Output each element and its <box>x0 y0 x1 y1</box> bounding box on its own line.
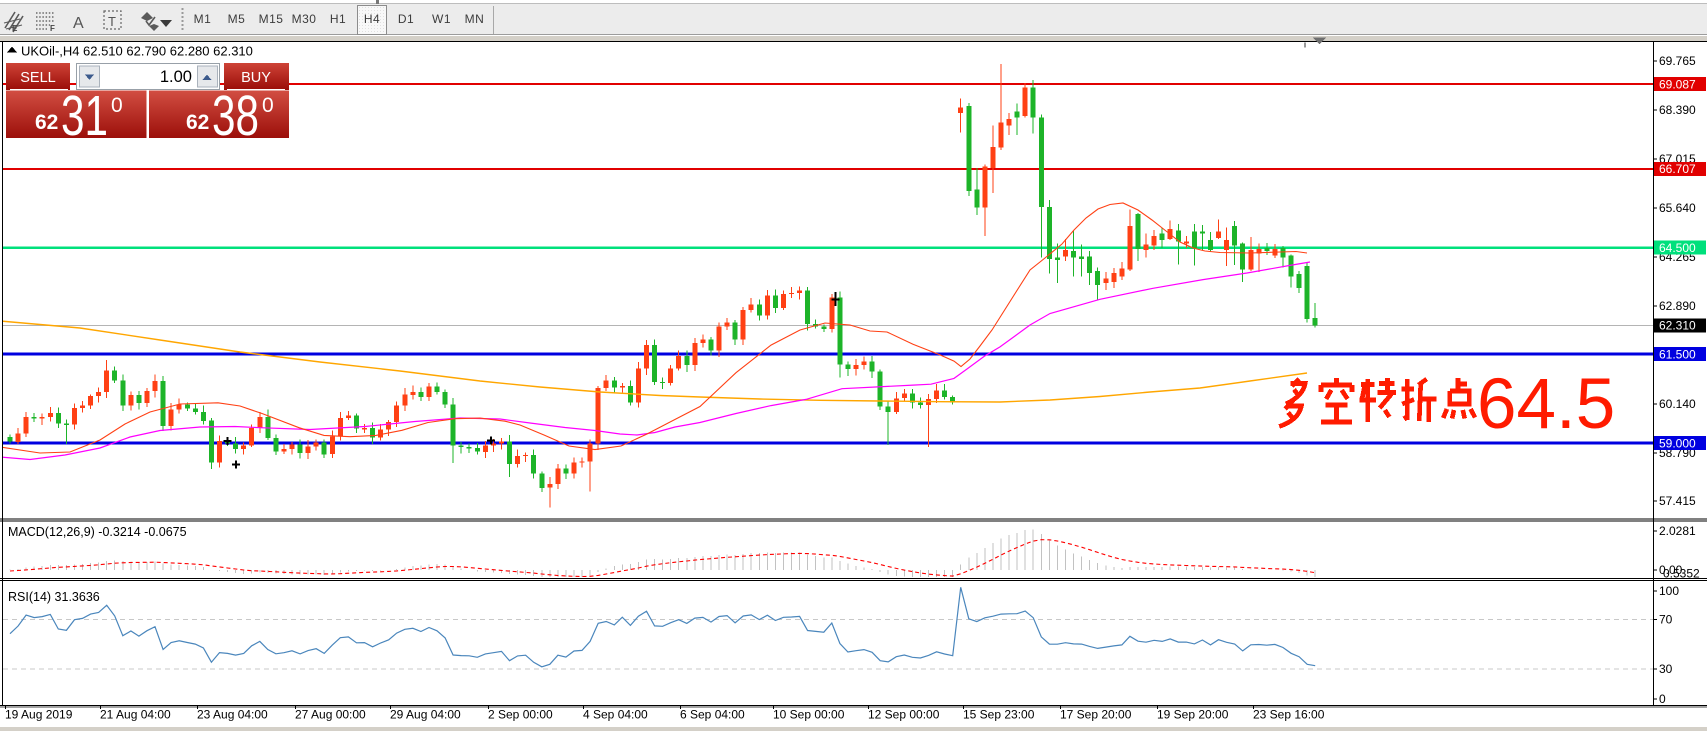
svg-text:BUY: BUY <box>241 70 271 86</box>
svg-text:30: 30 <box>1659 662 1673 676</box>
svg-text:61.500: 61.500 <box>1659 347 1696 361</box>
svg-text:T: T <box>108 14 116 29</box>
svg-text:29 Aug 04:00: 29 Aug 04:00 <box>390 708 461 722</box>
svg-text:12 Sep 00:00: 12 Sep 00:00 <box>868 708 940 722</box>
svg-text:19 Sep 20:00: 19 Sep 20:00 <box>1157 708 1229 722</box>
svg-text:4 Sep 04:00: 4 Sep 04:00 <box>583 708 648 722</box>
svg-text:70: 70 <box>1659 613 1673 627</box>
svg-text:62: 62 <box>35 111 58 134</box>
svg-text:23 Aug 04:00: 23 Aug 04:00 <box>197 708 268 722</box>
svg-text:0: 0 <box>262 94 274 117</box>
svg-text:0: 0 <box>1659 692 1666 706</box>
svg-text:64.5: 64.5 <box>1477 365 1615 444</box>
svg-text:15 Sep 23:00: 15 Sep 23:00 <box>963 708 1035 722</box>
svg-text:0.00: 0.00 <box>1659 563 1683 577</box>
svg-text:62.890: 62.890 <box>1659 299 1696 313</box>
svg-text:A: A <box>73 15 84 32</box>
svg-text:60.140: 60.140 <box>1659 397 1696 411</box>
svg-text:19 Aug 2019: 19 Aug 2019 <box>5 708 73 722</box>
svg-text:1.00: 1.00 <box>160 68 192 86</box>
svg-text:10 Sep 00:00: 10 Sep 00:00 <box>773 708 845 722</box>
svg-text:6 Sep 04:00: 6 Sep 04:00 <box>680 708 745 722</box>
svg-text:64.500: 64.500 <box>1659 241 1696 255</box>
svg-text:38: 38 <box>212 84 259 148</box>
svg-text:17 Sep 20:00: 17 Sep 20:00 <box>1060 708 1132 722</box>
svg-text:0: 0 <box>111 94 123 117</box>
svg-text:F: F <box>50 24 55 33</box>
svg-text:65.640: 65.640 <box>1659 201 1696 215</box>
svg-text:62.510 62.790 62.280 62.310: 62.510 62.790 62.280 62.310 <box>83 44 253 59</box>
svg-text:E: E <box>12 24 18 33</box>
svg-text:66.707: 66.707 <box>1659 162 1696 176</box>
svg-text:57.415: 57.415 <box>1659 494 1696 508</box>
svg-text:100: 100 <box>1659 584 1679 598</box>
svg-text:27 Aug 00:00: 27 Aug 00:00 <box>295 708 366 722</box>
svg-text:MACD(12,26,9) -0.3214 -0.0675: MACD(12,26,9) -0.3214 -0.0675 <box>8 525 187 539</box>
svg-text:62: 62 <box>186 111 209 134</box>
svg-text:62.310: 62.310 <box>1659 319 1696 333</box>
svg-text:68.390: 68.390 <box>1659 103 1696 117</box>
svg-text:2 Sep 00:00: 2 Sep 00:00 <box>488 708 553 722</box>
svg-text:23 Sep 16:00: 23 Sep 16:00 <box>1253 708 1325 722</box>
svg-text:2.0281: 2.0281 <box>1659 524 1696 538</box>
svg-text:0.5352: 0.5352 <box>1663 567 1700 581</box>
svg-text:69.087: 69.087 <box>1659 77 1696 91</box>
svg-text:31: 31 <box>61 84 108 148</box>
svg-text:21 Aug 04:00: 21 Aug 04:00 <box>100 708 171 722</box>
svg-text:69.765: 69.765 <box>1659 54 1696 68</box>
svg-text:SELL: SELL <box>20 70 55 86</box>
svg-text:UKOil-,H4: UKOil-,H4 <box>21 44 80 59</box>
svg-text:59.000: 59.000 <box>1659 436 1696 450</box>
svg-text:RSI(14) 31.3636: RSI(14) 31.3636 <box>8 590 100 604</box>
